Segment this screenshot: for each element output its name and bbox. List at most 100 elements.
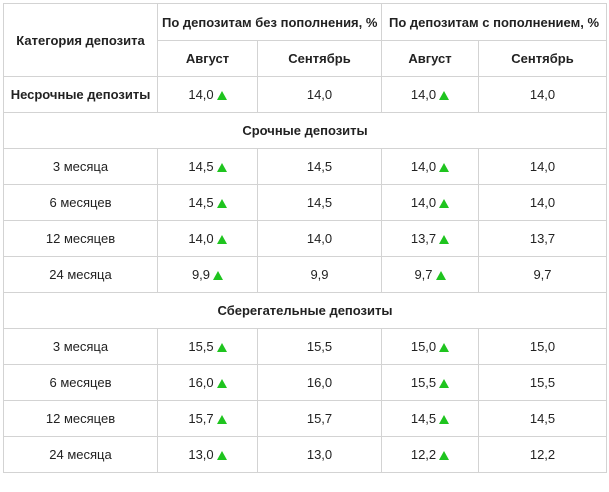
rate-cell-sep-topup: 14,0 [478, 76, 607, 113]
table-row: 24 месяца 13,0 13,0 12,2 12,2 [3, 436, 607, 473]
rate-value: 15,5 [529, 375, 556, 390]
table-row: 3 месяца 14,5 14,5 14,0 14,0 [3, 148, 607, 185]
row-label: 6 месяцев [3, 184, 158, 221]
up-arrow-icon [435, 271, 446, 280]
rate-value: 15,0 [410, 339, 437, 354]
table-row: 6 месяцев 14,5 14,5 14,0 14,0 [3, 184, 607, 221]
rate-cell-sep-no-topup: 16,0 [257, 364, 382, 401]
row-label: Несрочные депозиты [3, 76, 158, 113]
table-row: 6 месяцев 16,0 16,0 15,5 15,5 [3, 364, 607, 401]
rate-value: 14,5 [410, 411, 437, 426]
rate-cell-sep-no-topup: 15,7 [257, 400, 382, 437]
rate-cell-aug-topup: 14,5 [381, 400, 479, 437]
rate-value: 14,0 [188, 231, 214, 246]
section-row-savings: Сберегательные депозиты [3, 292, 607, 329]
rate-cell-sep-no-topup: 14,5 [257, 184, 382, 221]
up-arrow-icon [439, 379, 450, 388]
rate-value: 14,0 [410, 159, 437, 174]
row-label: 3 месяца [3, 328, 158, 365]
row-label: 12 месяцев [3, 220, 158, 257]
header-group-topup: По депозитам с пополнением, % [381, 3, 607, 41]
rate-cell-aug-topup: 12,2 [381, 436, 479, 473]
rate-value: 13,0 [306, 447, 333, 462]
table-row: Несрочные депозиты 14,0 14,0 14,0 14,0 [3, 76, 607, 113]
rate-value: 12,2 [529, 447, 556, 462]
up-arrow-icon [439, 199, 450, 208]
up-arrow-icon [216, 343, 227, 352]
section-row-term: Срочные депозиты [3, 112, 607, 149]
up-arrow-icon [216, 451, 227, 460]
row-label: 12 месяцев [3, 400, 158, 437]
rate-cell-aug-no-topup: 14,5 [157, 148, 258, 185]
rate-cell-sep-topup: 15,5 [478, 364, 607, 401]
rate-value: 13,0 [188, 447, 214, 462]
rate-value: 15,5 [306, 339, 333, 354]
up-arrow-icon [213, 271, 224, 280]
rate-value: 14,0 [529, 87, 556, 102]
up-arrow-icon [216, 91, 227, 100]
rate-cell-aug-no-topup: 9,9 [157, 256, 258, 293]
rate-cell-aug-topup: 14,0 [381, 76, 479, 113]
rate-value: 15,0 [529, 339, 556, 354]
table-row: 12 месяцев 15,7 15,7 14,5 14,5 [3, 400, 607, 437]
rate-cell-sep-no-topup: 14,0 [257, 220, 382, 257]
header-row-groups: Категория депозита По депозитам без попо… [3, 3, 607, 77]
rate-cell-sep-topup: 13,7 [478, 220, 607, 257]
rate-cell-sep-no-topup: 14,5 [257, 148, 382, 185]
header-category: Категория депозита [3, 3, 158, 77]
rate-value: 16,0 [188, 375, 214, 390]
deposit-rates-table: Категория депозита По депозитам без попо… [3, 3, 607, 473]
table-row: 3 месяца 15,5 15,5 15,0 15,0 [3, 328, 607, 365]
rate-cell-aug-no-topup: 14,5 [157, 184, 258, 221]
row-label: 24 месяца [3, 256, 158, 293]
up-arrow-icon [439, 343, 450, 352]
up-arrow-icon [216, 235, 227, 244]
up-arrow-icon [216, 163, 227, 172]
rate-cell-aug-no-topup: 16,0 [157, 364, 258, 401]
up-arrow-icon [439, 235, 450, 244]
rate-cell-sep-no-topup: 9,9 [257, 256, 382, 293]
rate-cell-sep-no-topup: 15,5 [257, 328, 382, 365]
rate-cell-aug-no-topup: 14,0 [157, 220, 258, 257]
rate-cell-sep-topup: 14,0 [478, 148, 607, 185]
rate-cell-aug-no-topup: 15,5 [157, 328, 258, 365]
rate-cell-aug-topup: 15,0 [381, 328, 479, 365]
rate-value: 14,0 [529, 159, 556, 174]
row-label: 24 месяца [3, 436, 158, 473]
rate-value: 14,0 [410, 195, 437, 210]
rate-value: 16,0 [306, 375, 333, 390]
rate-value: 13,7 [529, 231, 556, 246]
up-arrow-icon [439, 415, 450, 424]
rate-value: 13,7 [410, 231, 437, 246]
rate-value: 12,2 [410, 447, 437, 462]
rate-cell-sep-no-topup: 14,0 [257, 76, 382, 113]
rate-cell-aug-topup: 14,0 [381, 184, 479, 221]
rate-value: 15,5 [410, 375, 437, 390]
rate-cell-aug-no-topup: 15,7 [157, 400, 258, 437]
rate-cell-sep-topup: 15,0 [478, 328, 607, 365]
rate-value: 14,5 [306, 195, 333, 210]
rate-cell-aug-no-topup: 14,0 [157, 76, 258, 113]
rate-value: 14,0 [306, 87, 333, 102]
rate-value: 9,9 [310, 267, 329, 282]
rate-cell-sep-topup: 14,0 [478, 184, 607, 221]
rate-value: 9,9 [191, 267, 211, 282]
header-row-months: Август Сентябрь Август Сентябрь [4, 40, 607, 77]
rate-value: 15,5 [188, 339, 214, 354]
rate-value: 14,0 [188, 87, 214, 102]
rate-value: 14,0 [410, 87, 437, 102]
rate-cell-sep-topup: 9,7 [478, 256, 607, 293]
table-row: 12 месяцев 14,0 14,0 13,7 13,7 [3, 220, 607, 257]
rate-value: 14,5 [188, 195, 214, 210]
row-label: 6 месяцев [3, 364, 158, 401]
rate-value: 14,0 [529, 195, 556, 210]
up-arrow-icon [216, 379, 227, 388]
rate-value: 9,7 [414, 267, 433, 282]
header-september-no-topup: Сентябрь [257, 40, 382, 77]
header-august-no-topup: Август [157, 40, 258, 77]
rate-value: 14,5 [188, 159, 214, 174]
header-august-topup: Август [381, 40, 479, 77]
rate-value: 9,7 [533, 267, 552, 282]
rate-value: 14,0 [306, 231, 333, 246]
up-arrow-icon [216, 199, 227, 208]
